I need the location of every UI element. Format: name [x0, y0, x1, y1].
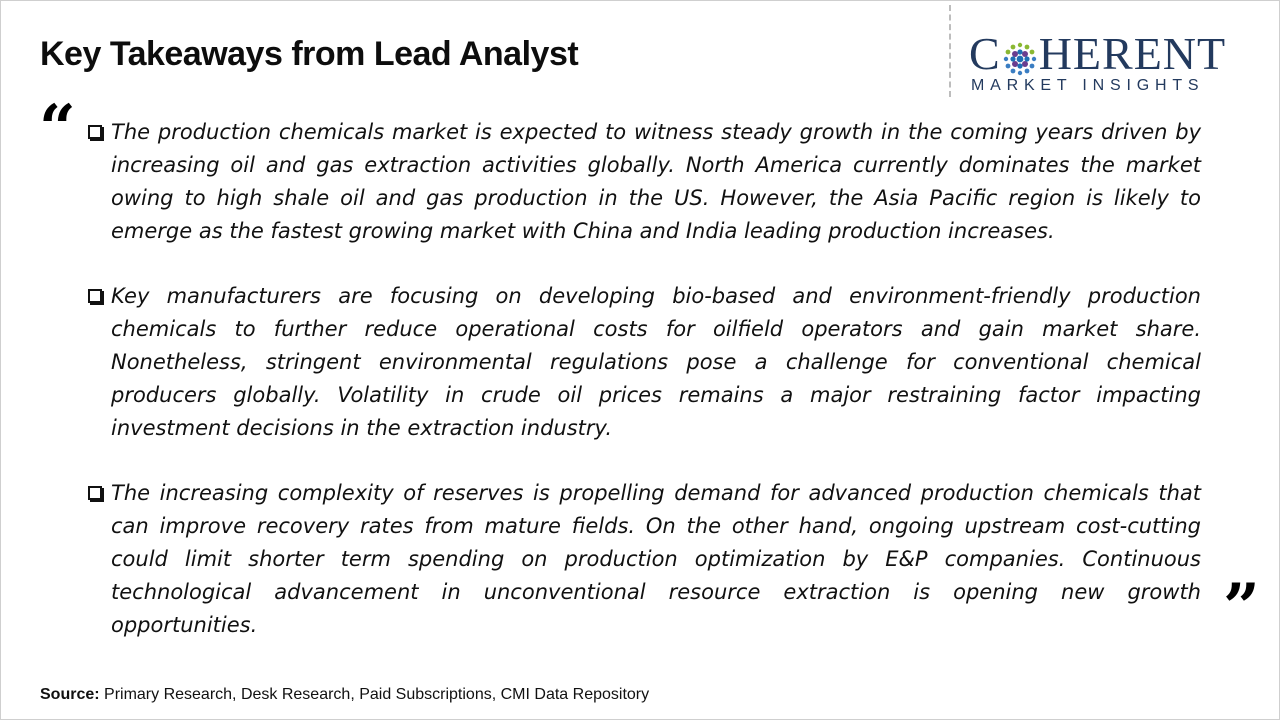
source-note: Source: Primary Research, Desk Research,… — [40, 686, 649, 704]
logo-text-left: C — [969, 28, 1001, 79]
slide-title: Key Takeaways from Lead Analyst — [40, 35, 579, 73]
takeaways-list: The production chemicals market is expec… — [87, 116, 1201, 674]
source-label: Source: — [40, 686, 100, 703]
takeaway-item-2: Key manufacturers are focusing on develo… — [87, 280, 1201, 445]
checkbox-bullet-icon — [88, 486, 102, 500]
takeaway-text: Key manufacturers are focusing on develo… — [111, 284, 1201, 440]
globe-dots-icon — [1002, 37, 1038, 76]
takeaway-item-1: The production chemicals market is expec… — [87, 116, 1201, 248]
open-quote-icon: “ — [39, 91, 76, 166]
close-quote-icon: ” — [1223, 570, 1260, 645]
source-text: Primary Research, Desk Research, Paid Su… — [99, 686, 650, 703]
logo-subtitle: MARKET INSIGHTS — [971, 77, 1205, 94]
company-logo: C — [969, 29, 1261, 101]
logo-text-right: HERENT — [1038, 28, 1227, 79]
checkbox-bullet-icon — [88, 125, 102, 139]
takeaway-text: The production chemicals market is expec… — [111, 120, 1201, 243]
checkbox-bullet-icon — [88, 289, 102, 303]
takeaway-item-3: The increasing complexity of reserves is… — [87, 477, 1201, 642]
logo-wordmark: C — [969, 29, 1261, 79]
header-divider — [949, 5, 951, 97]
takeaway-text: The increasing complexity of reserves is… — [111, 481, 1201, 637]
